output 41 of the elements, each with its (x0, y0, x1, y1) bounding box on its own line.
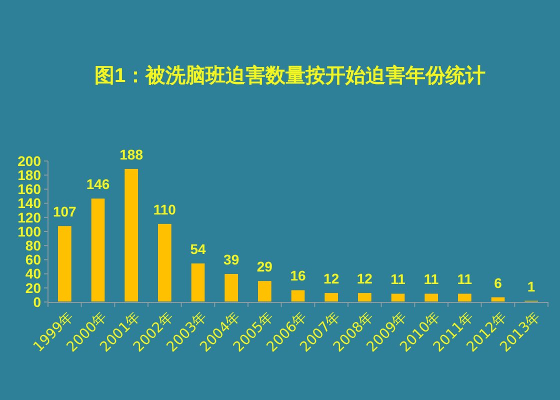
data-label: 107 (52, 204, 77, 220)
y-tick-label: 40 (25, 266, 42, 282)
bar (191, 263, 205, 302)
bar (458, 294, 472, 302)
bar (424, 294, 438, 302)
data-label: 1 (527, 278, 536, 294)
y-tick-label: 120 (18, 209, 42, 226)
data-label: 11 (424, 271, 439, 288)
data-label: 39 (224, 252, 240, 268)
y-tick-label: 160 (18, 181, 42, 198)
y-tick-label: 200 (18, 152, 42, 169)
bar (224, 274, 238, 302)
data-label: 29 (256, 258, 273, 275)
data-label: 6 (494, 274, 502, 291)
data-label: 146 (86, 176, 110, 192)
bar (291, 290, 305, 302)
data-label: 12 (356, 270, 373, 287)
data-label: 12 (324, 270, 340, 287)
y-tick-label: 20 (25, 280, 42, 296)
y-tick-label: 100 (18, 223, 42, 240)
chart-title: 图1：被洗脑班迫害数量按开始迫害年份统计 (94, 64, 486, 87)
data-label: 16 (290, 268, 306, 284)
bar (358, 293, 372, 302)
y-tick-label: 80 (25, 238, 42, 254)
data-label: 188 (120, 146, 144, 162)
bar (158, 224, 172, 302)
bar (258, 281, 272, 302)
bar (324, 293, 338, 302)
y-tick-label: 0 (33, 294, 42, 310)
data-label: 11 (457, 271, 472, 288)
bar (58, 226, 72, 302)
bar (491, 297, 505, 302)
bar (124, 168, 138, 302)
bar (91, 198, 105, 302)
data-label: 11 (390, 271, 406, 288)
y-tick-label: 180 (18, 167, 42, 183)
data-label: 110 (153, 201, 176, 218)
data-label: 54 (190, 240, 206, 257)
y-tick-label: 60 (25, 252, 42, 268)
bar (391, 294, 405, 302)
y-tick-label: 140 (18, 195, 42, 212)
